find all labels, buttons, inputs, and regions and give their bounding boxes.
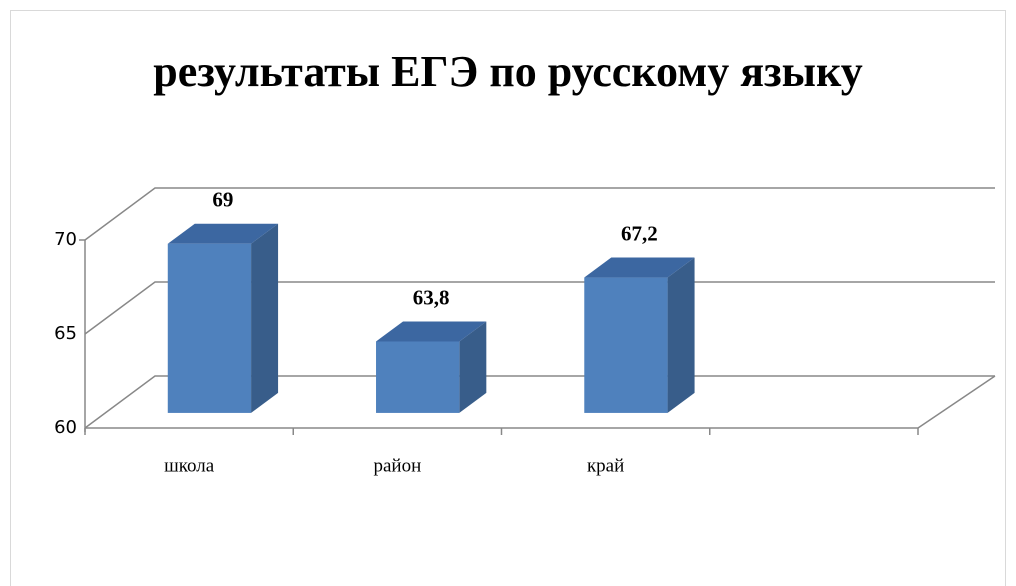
x-tick-label: край [587, 455, 624, 476]
bar-top [167, 223, 279, 244]
grid-line [84, 281, 995, 335]
bar-top [584, 257, 695, 278]
data-label: 63,8 [413, 285, 450, 309]
data-label: 69 [212, 188, 233, 212]
bar-side [251, 223, 279, 413]
bar-side [667, 257, 695, 413]
x-tick-label: школа [164, 455, 215, 476]
grid-line [84, 375, 995, 429]
bar [584, 277, 668, 413]
chart-frame [10, 10, 1006, 586]
bar [376, 341, 460, 413]
grid-line [84, 187, 995, 241]
bar-side [459, 321, 487, 413]
x-tick-label: район [373, 455, 421, 476]
y-tick-label: 70 [54, 229, 77, 250]
y-tick-label: 60 [54, 417, 77, 438]
bar [167, 243, 252, 413]
chart-title: результаты ЕГЭ по русскому языку [153, 47, 863, 96]
bar-top [376, 321, 487, 342]
y-tick-label: 65 [54, 323, 77, 344]
data-label: 67,2 [621, 221, 658, 245]
